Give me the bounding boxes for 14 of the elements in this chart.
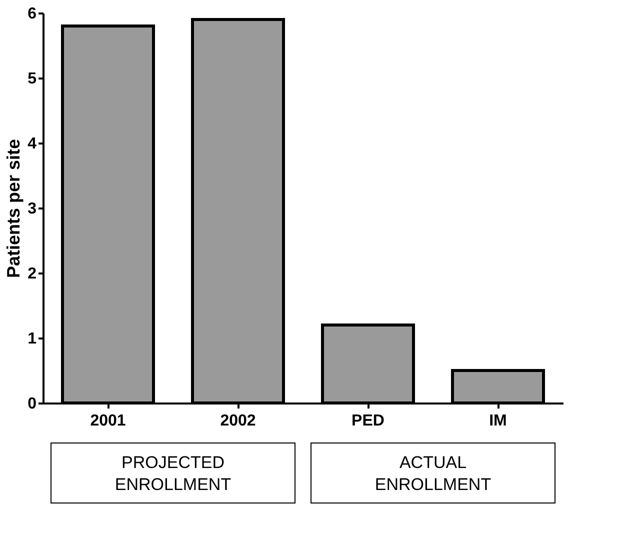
text: PROJECTED ENROLLMENT xyxy=(114,453,232,494)
x-tick-label: IM xyxy=(489,412,507,430)
y-tick-label: 0 xyxy=(28,396,37,412)
y-axis-title: Patients per site xyxy=(4,138,24,278)
y-tick-label: 1 xyxy=(28,330,37,348)
x-tick-label: 2001 xyxy=(90,412,126,430)
y-tick-label: 3 xyxy=(28,200,37,218)
y-tick-label: 6 xyxy=(28,6,37,22)
x-tick-label: 2002 xyxy=(220,412,256,430)
x-tick-label: PED xyxy=(352,412,384,430)
y-tick-label: 2 xyxy=(28,266,37,282)
text: ACTUAL ENROLLMENT xyxy=(374,453,492,494)
y-tick-label: 4 xyxy=(28,136,37,152)
y-tick-label: 5 xyxy=(28,70,37,88)
